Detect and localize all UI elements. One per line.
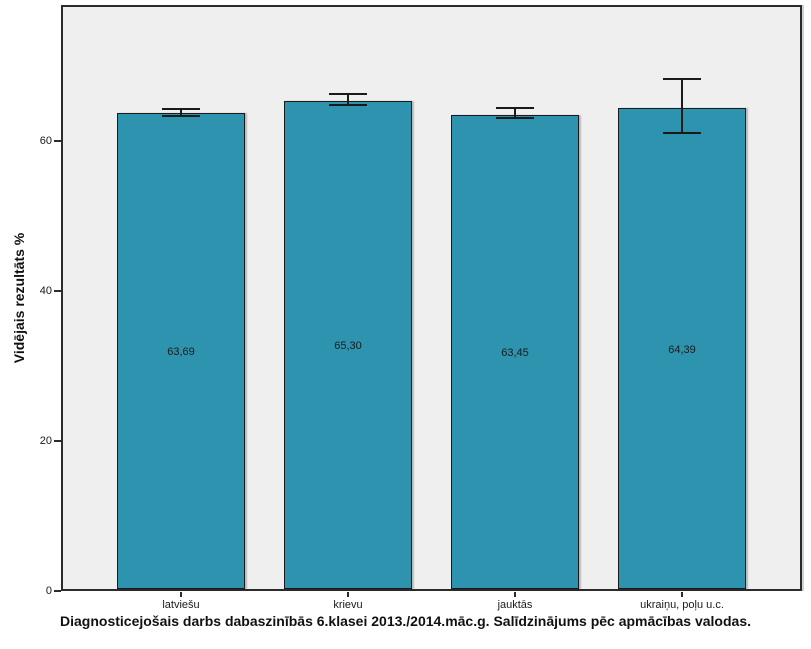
y-tick-mark [54, 290, 61, 292]
y-axis-title: Vidējais rezultāts % [0, 5, 38, 591]
bar-4 [618, 108, 746, 589]
error-bar-stem [514, 108, 516, 118]
bar-value-label: 63,45 [501, 347, 529, 360]
x-category-label: latviešu [162, 599, 200, 611]
bar-2 [284, 101, 412, 589]
error-bar-cap-top [663, 77, 701, 80]
x-category-label: krievu [333, 599, 363, 611]
error-bar-stem [180, 108, 182, 116]
x-tick-mark [180, 592, 182, 597]
bar-1 [117, 113, 245, 589]
x-category-label: jauktās [497, 599, 533, 611]
error-bar-stem [681, 78, 683, 133]
x-tick-mark [347, 592, 349, 597]
y-tick-mark [54, 140, 61, 142]
bar-value-label: 65,30 [334, 340, 362, 353]
error-bar-cap-top [329, 92, 367, 95]
error-bar-cap-bottom [496, 116, 534, 119]
x-tick-mark [514, 592, 516, 597]
error-bar-cap-top [496, 107, 534, 109]
chart-title: Diagnosticejošais darbs dabaszinībās 6.k… [60, 613, 751, 629]
x-category-label: ukraiņu, poļu u.c. [640, 599, 724, 611]
x-tick-mark [681, 592, 683, 597]
bar-value-label: 63,69 [167, 346, 195, 359]
y-tick-mark [54, 590, 61, 592]
error-bar-cap-bottom [663, 131, 701, 134]
error-bar-cap-bottom [329, 104, 367, 106]
bar-value-label: 64,39 [668, 343, 696, 356]
y-tick-label: 40 [39, 285, 52, 297]
error-bar-stem [347, 93, 349, 105]
bar-3 [451, 115, 579, 589]
y-axis-title-text: Vidējais rezultāts % [11, 232, 27, 364]
y-tick-label: 60 [39, 135, 52, 147]
y-tick-mark [54, 440, 61, 442]
y-tick-label: 0 [45, 585, 52, 597]
y-tick-label: 20 [39, 435, 52, 447]
error-bar-cap-top [162, 107, 200, 110]
error-bar-cap-bottom [162, 114, 200, 117]
